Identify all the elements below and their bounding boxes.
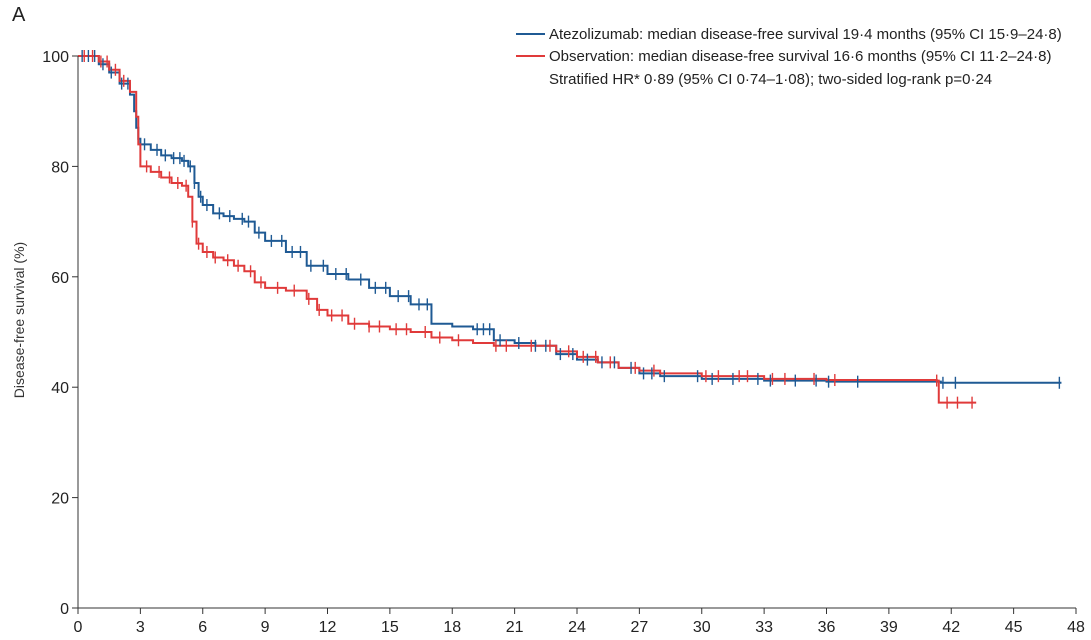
y-tick-label: 80 <box>51 159 69 176</box>
series-line-atezolizumab <box>78 55 1062 384</box>
x-tick-label: 12 <box>319 619 337 636</box>
x-tick-label: 36 <box>818 619 836 636</box>
x-tick-label: 48 <box>1067 619 1085 636</box>
x-tick-label: 45 <box>1005 619 1023 636</box>
x-tick-label: 3 <box>136 619 145 636</box>
x-tick-label: 33 <box>755 619 773 636</box>
x-tick-label: 6 <box>198 619 207 636</box>
x-tick-label: 9 <box>261 619 270 636</box>
y-tick-label: 60 <box>51 270 69 287</box>
legend: Atezolizumab: median disease-free surviv… <box>516 26 1062 88</box>
x-tick-label: 21 <box>506 619 524 636</box>
x-tick-label: 24 <box>568 619 586 636</box>
censor-marks <box>81 50 1061 409</box>
x-tick-label: 27 <box>630 619 648 636</box>
x-tick-label: 42 <box>942 619 960 636</box>
axes: 0 3 6 9 12 15 18 21 24 27 30 33 36 39 42 45 480204060801… <box>42 49 1085 636</box>
hr-annotation: Stratified HR* 0·89 (95% CI 0·74–1·08); … <box>549 71 992 88</box>
x-tick-label: 18 <box>443 619 461 636</box>
y-tick-label: 20 <box>51 491 69 508</box>
panel-label: A <box>12 4 26 26</box>
x-tick-label: 15 <box>381 619 399 636</box>
y-tick-label: 100 <box>42 49 69 66</box>
y-tick-label: 40 <box>51 380 69 397</box>
y-tick-label: 0 <box>60 601 69 618</box>
legend-entry-atezolizumab: Atezolizumab: median disease-free surviv… <box>549 26 1062 43</box>
series-line-observation <box>78 55 977 404</box>
x-tick-label: 0 <box>74 619 83 636</box>
x-tick-label: 39 <box>880 619 898 636</box>
y-axis-title: Disease-free survival (%) <box>11 242 27 398</box>
x-tick-label: 30 <box>693 619 711 636</box>
legend-entry-observation: Observation: median disease-free surviva… <box>549 48 1051 65</box>
survival-curves <box>78 55 1062 404</box>
